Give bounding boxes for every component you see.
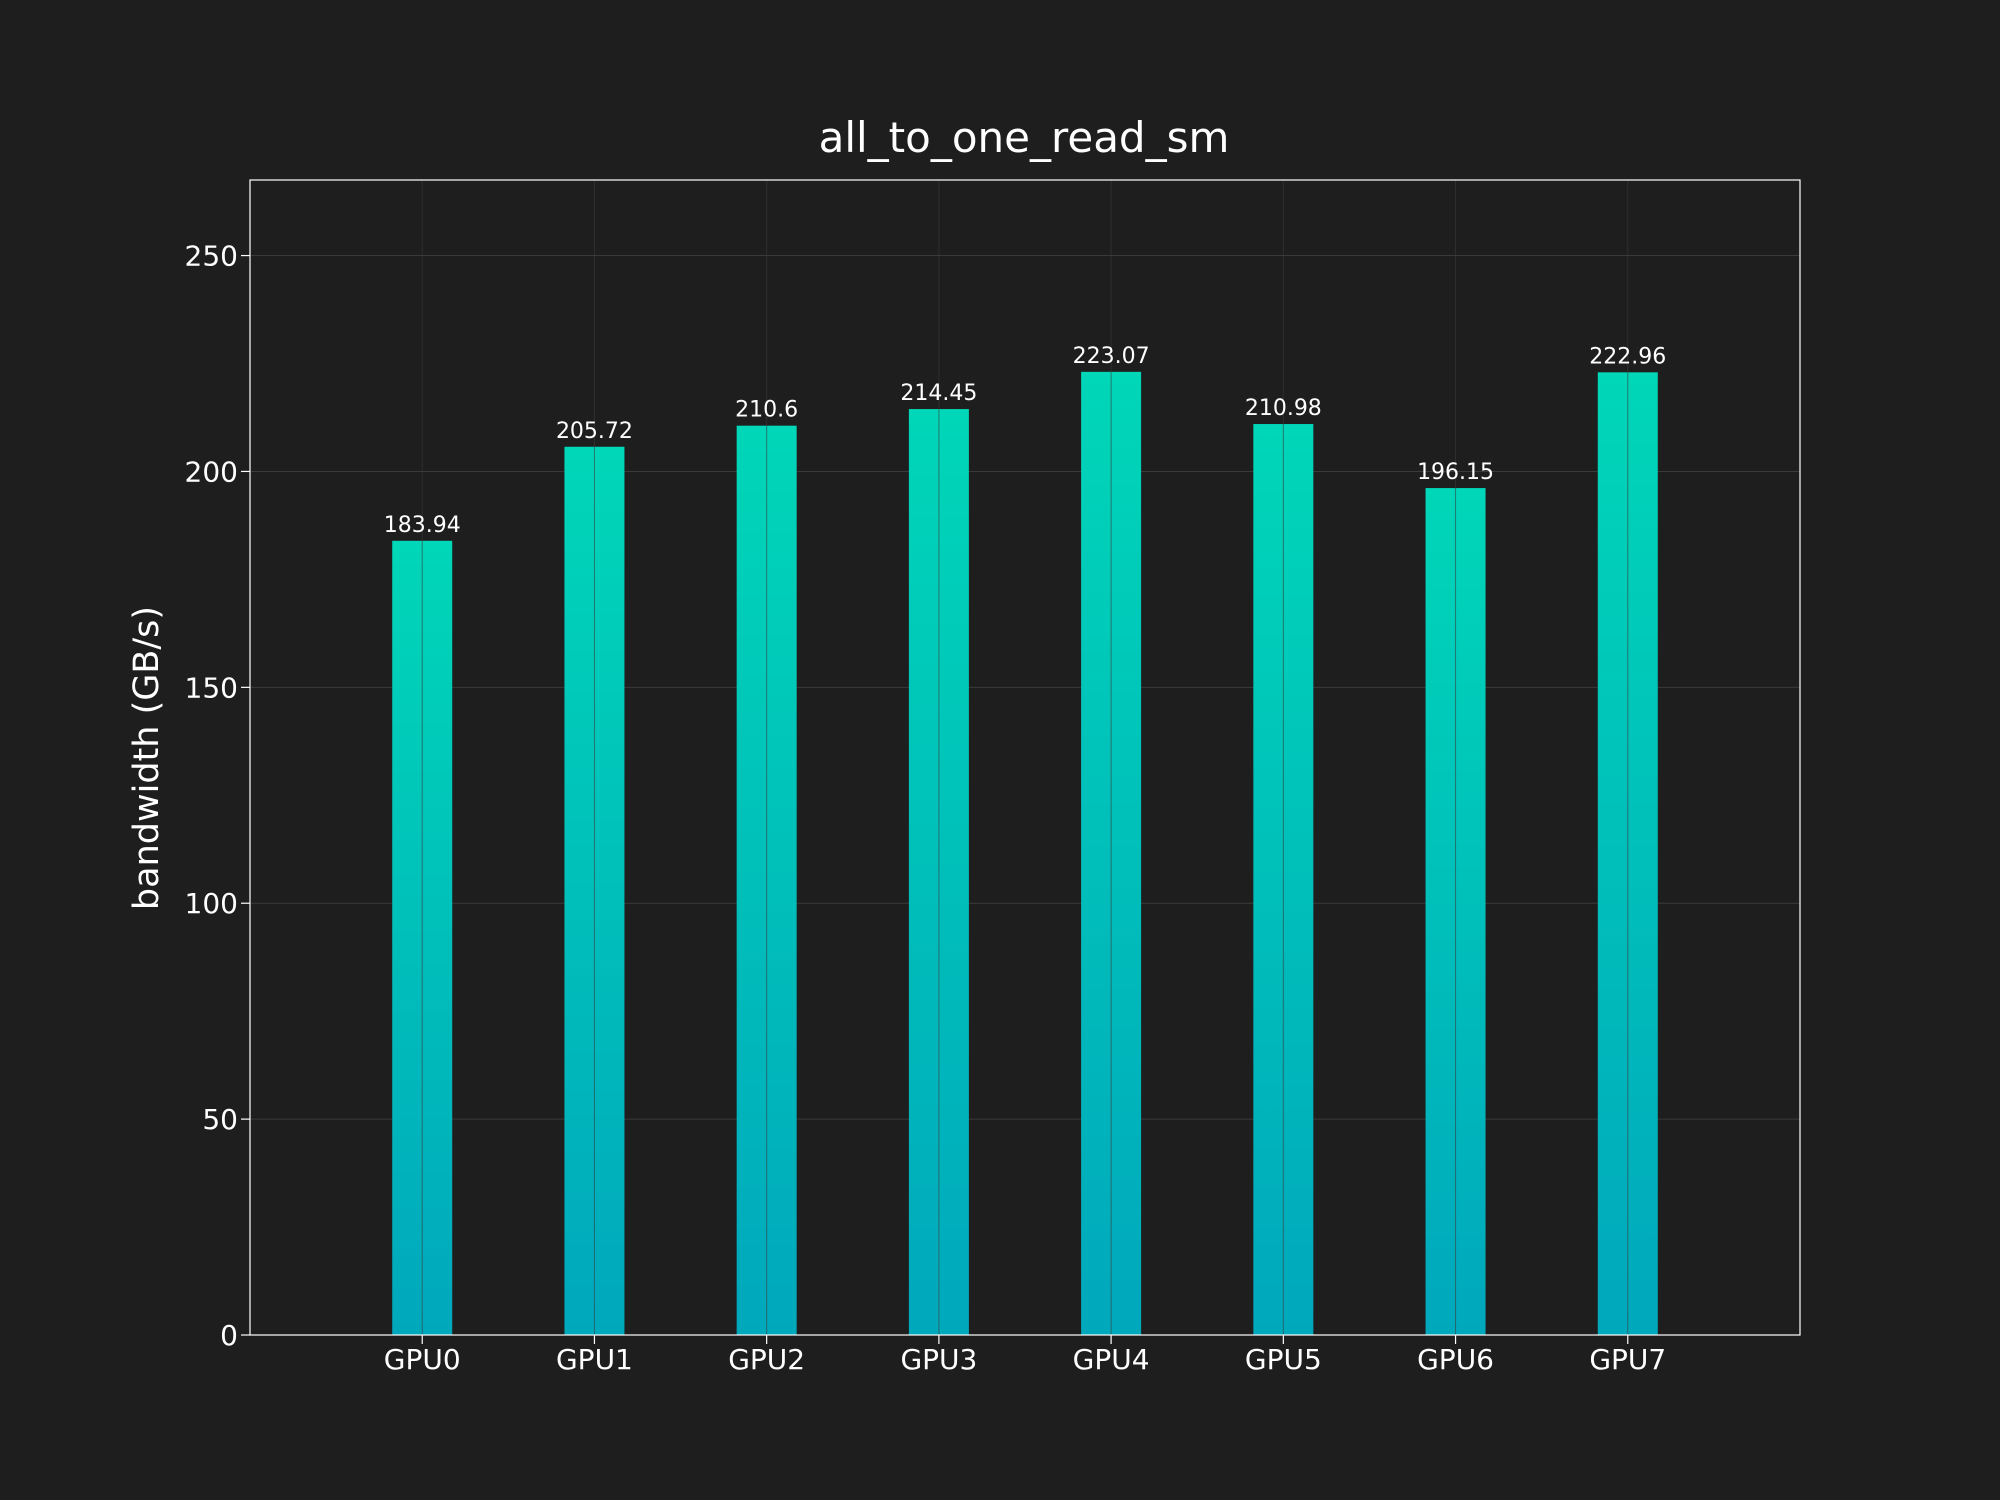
- y-tick-label: 100: [185, 887, 238, 920]
- y-tick-label: 250: [185, 240, 238, 273]
- x-tick-label: GPU6: [1417, 1343, 1494, 1376]
- x-tick-label: GPU3: [900, 1343, 977, 1376]
- value-label: 183.94: [384, 513, 461, 538]
- x-tick-label: GPU7: [1589, 1343, 1666, 1376]
- x-axis: GPU0 GPU1 GPU2 GPU3 GPU4 GPU5 GPU6 GPU7: [384, 1335, 1666, 1376]
- y-tick-label: 0: [220, 1319, 238, 1352]
- value-label: 222.96: [1589, 344, 1666, 369]
- y-axis-label: bandwidth (GB/s): [127, 606, 167, 910]
- value-labels: 183.94 205.72 210.6 214.45 223.07 210.98 196.1…: [384, 344, 1667, 538]
- value-label: 214.45: [900, 381, 977, 406]
- x-tick-label: GPU4: [1073, 1343, 1150, 1376]
- chart-title: all_to_one_read_sm: [819, 113, 1230, 162]
- y-tick-label: 200: [185, 455, 238, 488]
- value-label: 210.98: [1245, 396, 1322, 421]
- x-tick-label: GPU1: [556, 1343, 633, 1376]
- value-label: 210.6: [735, 398, 798, 423]
- plot-area: [250, 180, 1800, 1335]
- y-tick-label: 150: [185, 671, 238, 704]
- x-tick-label: GPU2: [728, 1343, 805, 1376]
- value-label: 196.15: [1417, 460, 1494, 485]
- value-label: 205.72: [556, 419, 633, 444]
- y-tick-label: 50: [202, 1103, 238, 1136]
- value-label: 223.07: [1073, 344, 1150, 369]
- x-tick-label: GPU0: [384, 1343, 461, 1376]
- plot-frame: [249, 179, 1801, 1336]
- y-axis: 0 50 100 150 200 250: [185, 240, 250, 1352]
- x-tick-label: GPU5: [1245, 1343, 1322, 1376]
- grid-vertical: [421, 180, 1629, 1335]
